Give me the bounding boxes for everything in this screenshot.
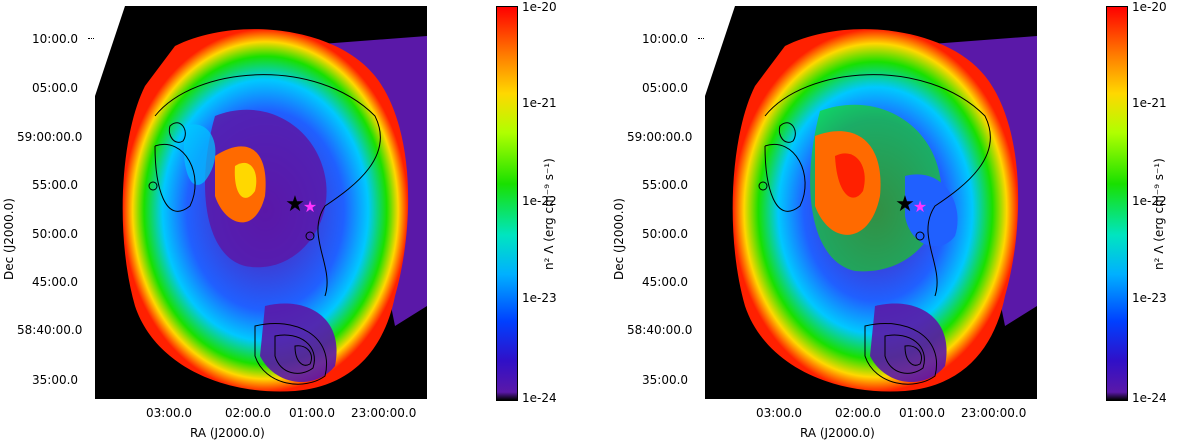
emission-map-svg: ★ ★ [705,6,1037,392]
colorbar-tick: 1e-20 [522,0,557,14]
y-tick: 50:00.0 [32,227,79,241]
y-tick: 59:00:00.0 [17,130,83,144]
emission-map: ★ ★ [95,6,427,399]
colorbar-label: n² Λ (erg cm⁻⁹ s⁻¹) [542,158,556,270]
y-tick: 58:40:00.0 [17,323,83,337]
y-tick: 05:00.0 [642,81,689,95]
x-axis-label: RA (J2000.0) [190,426,265,440]
y-tick: 45:00.0 [642,275,689,289]
y-tick: 10:00.0 [642,32,689,46]
y-tick: 50:00.0 [642,227,689,241]
colorbar-tick: 1e-21 [522,96,557,110]
y-tick: 58:40:00.0 [627,323,693,337]
colorbar-tick: 1e-22 [522,194,557,208]
black-star-icon: ★ [285,192,305,217]
black-star-icon: ★ [895,192,915,217]
y-tick: 05:00.0 [32,81,79,95]
x-tick: 02:00.0 [835,406,882,420]
colorbar-tick: 1e-22 [1132,194,1167,208]
y-axis-label: Dec (J2000.0) [612,198,626,280]
y-tick: 55:00.0 [32,178,79,192]
y-tick: 35:00.0 [642,373,689,387]
y-tick: 55:00.0 [642,178,689,192]
y-tick: 10:00.0 [32,32,79,46]
x-tick: 01:00.0 [289,406,336,420]
emission-map: ★ ★ [705,6,1037,399]
colorbar-tick: 1e-24 [522,391,557,405]
y-axis-label: Dec (J2000.0) [2,198,16,280]
x-axis-label: RA (J2000.0) [800,426,875,440]
x-tick: 01:00.0 [899,406,946,420]
x-tick: 03:00.0 [756,406,803,420]
colorbar-tick: 1e-23 [1132,291,1167,305]
colorbar-tick: 1e-24 [1132,391,1167,405]
y-tick: 59:00:00.0 [627,130,693,144]
magenta-star-icon: ★ [913,197,927,216]
colorbar [496,6,518,401]
colorbar [1106,6,1128,401]
emission-map-svg: ★ ★ [95,6,427,392]
colorbar-label: n² Λ (erg cm⁻⁹ s⁻¹) [1152,158,1166,270]
right-panel: ★ ★ 10:00.0 05:00.0 59:00:00.0 55:00.0 5… [610,0,1200,444]
y-tick: 45:00.0 [32,275,79,289]
y-tick: 35:00.0 [32,373,79,387]
x-tick: 23:00:00.0 [961,406,1027,420]
colorbar-tick: 1e-21 [1132,96,1167,110]
x-tick: 02:00.0 [225,406,272,420]
left-panel: ★ ★ 10:00.0 05:00.0 59:00:00.0 55:00.0 5… [2,0,557,440]
colorbar-tick: 1e-20 [1132,0,1167,14]
x-tick: 23:00:00.0 [351,406,417,420]
x-tick: 03:00.0 [146,406,193,420]
colorbar-tick: 1e-23 [522,291,557,305]
magenta-star-icon: ★ [303,197,317,216]
